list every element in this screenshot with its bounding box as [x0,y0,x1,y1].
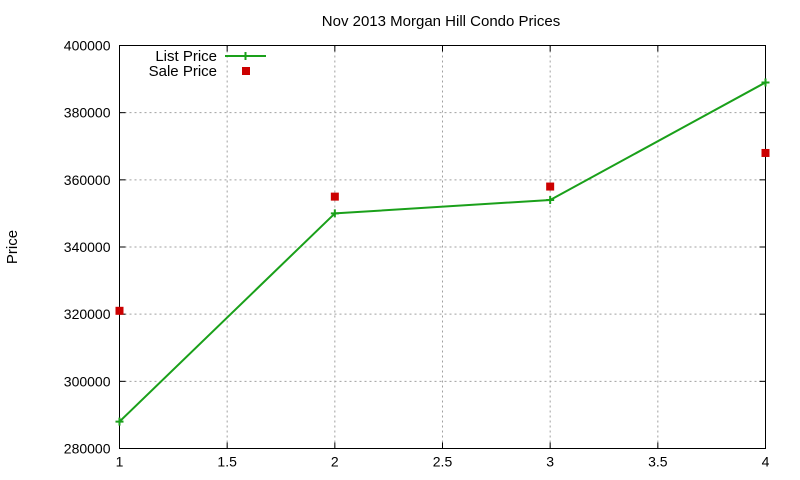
x-tick-label: 3.5 [648,454,668,470]
point-sale-price [115,306,124,315]
axis-ticks: 1 1.5 2 2.5 3 3.5 4 280000 300000 320000 340000 360… [64,38,770,470]
y-tick-label: 280000 [64,441,111,457]
series-layer [115,78,770,426]
x-tick-label: 1.5 [217,454,237,470]
point-sale-price [330,192,339,201]
series-line-list-price [118,81,766,423]
y-tick-label: 340000 [64,239,111,255]
y-tick-label: 300000 [64,373,111,389]
legend-label-list-price: List Price [155,48,217,65]
y-tick-label: 400000 [64,38,111,54]
y-tick-label: 360000 [64,172,111,188]
point-list-price [330,209,339,218]
legend: List Price Sale Price [149,48,266,80]
grid [119,45,766,449]
point-sale-price [546,182,555,191]
y-tick-label: 320000 [64,306,111,322]
x-tick-label: 2 [331,454,339,470]
x-tick-label: 3 [546,454,554,470]
legend-marker-list-price [241,52,250,60]
point-sale-price [761,148,770,157]
legend-label-sale-price: Sale Price [149,63,217,80]
y-tick-label: 380000 [64,105,111,121]
chart-title: Nov 2013 Morgan Hill Condo Prices [322,13,560,30]
legend-marker-sale-price [242,67,250,75]
x-tick-label: 4 [762,454,770,470]
x-tick-label: 1 [116,454,124,470]
point-list-price [761,78,770,87]
x-tick-label: 2.5 [433,454,453,470]
point-list-price [115,417,124,426]
y-axis-title: Price [4,230,21,264]
point-list-price [546,195,555,204]
